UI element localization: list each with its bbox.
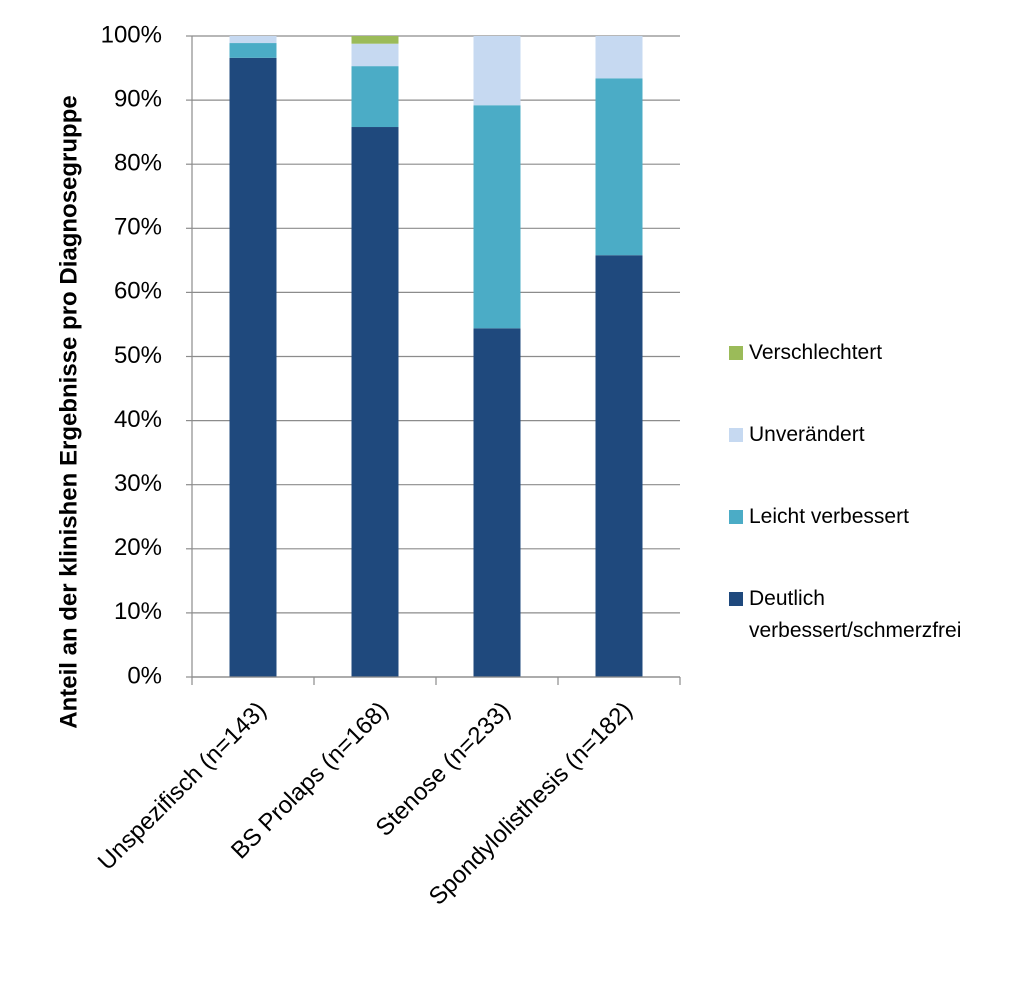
y-tick-label: 70% xyxy=(114,214,162,241)
x-tick-label: Spondylolisthesis (n=182) xyxy=(424,697,638,911)
legend-swatch xyxy=(729,428,743,442)
bar-segment xyxy=(595,78,643,256)
y-tick-label: 40% xyxy=(114,406,162,433)
bar-segment xyxy=(473,36,521,106)
bar-segment xyxy=(595,36,643,79)
bar-segment xyxy=(351,127,399,678)
y-tick-label: 90% xyxy=(114,85,162,112)
legend-swatch xyxy=(729,346,743,360)
bar-segment xyxy=(229,36,277,44)
legend-item: Unverändert xyxy=(729,419,999,451)
y-tick-label: 20% xyxy=(114,534,162,561)
y-axis-title: Anteil an der klinishen Ergebnisse pro D… xyxy=(55,95,82,728)
legend-item: Verschlechtert xyxy=(729,337,999,369)
legend-label: Deutlich verbessert/schmerzfrei xyxy=(749,587,962,642)
y-tick-label: 60% xyxy=(114,278,162,305)
legend-item: Leicht verbessert xyxy=(729,501,999,533)
legend-label: Leicht verbessert xyxy=(749,505,909,528)
bar-segment xyxy=(595,255,643,678)
bar-segment xyxy=(351,36,399,44)
bar-segment xyxy=(473,105,521,329)
y-tick-label: 80% xyxy=(114,150,162,177)
bar-segment xyxy=(229,57,277,677)
y-tick-label: 100% xyxy=(101,21,162,48)
legend-item: Deutlich verbessert/schmerzfrei xyxy=(729,583,999,647)
legend-swatch xyxy=(729,510,743,524)
y-tick-label: 0% xyxy=(127,662,162,689)
bar-segment xyxy=(229,43,277,58)
legend-swatch xyxy=(729,592,743,606)
y-tick-label: 50% xyxy=(114,342,162,369)
legend-label: Unverändert xyxy=(749,423,865,446)
bar-segment xyxy=(351,66,399,128)
y-tick-label: 10% xyxy=(114,598,162,625)
y-tick-label: 30% xyxy=(114,470,162,497)
bar-segment xyxy=(351,43,399,67)
bar-segment xyxy=(473,328,521,677)
legend-label: Verschlechtert xyxy=(749,341,883,364)
